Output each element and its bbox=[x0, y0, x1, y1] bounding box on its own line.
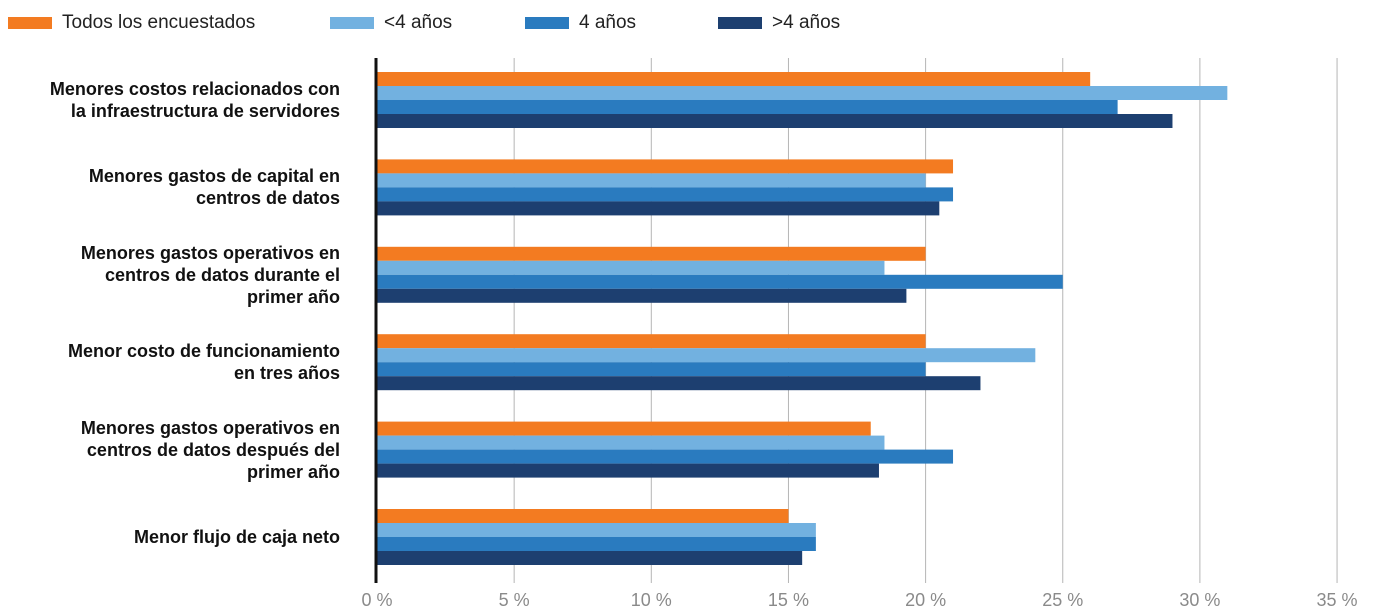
x-tick-label: 35 % bbox=[1316, 590, 1358, 610]
category-label: Menores gastos de capital en centros de d… bbox=[10, 165, 340, 209]
category-label: Menores costos relacionados con la infrae… bbox=[10, 78, 340, 122]
x-tick-label: 10 % bbox=[630, 590, 672, 610]
legend-label: <4 años bbox=[384, 12, 453, 33]
legend-swatch bbox=[718, 17, 762, 29]
bar bbox=[377, 201, 940, 216]
bar bbox=[377, 376, 981, 391]
legend-item-more-4: >4 años bbox=[718, 8, 840, 38]
category-label: Menor flujo de caja neto bbox=[10, 526, 340, 548]
category-label-line: Menor flujo de caja neto bbox=[133, 527, 340, 547]
category-label-line: Menores gastos operativos en bbox=[80, 417, 340, 438]
bar bbox=[377, 173, 926, 188]
x-tick-label: 25 % bbox=[1042, 590, 1084, 610]
bar bbox=[377, 435, 885, 450]
bar bbox=[377, 100, 1118, 114]
category-label-line: Menores costos relacionados con bbox=[49, 79, 340, 99]
category-label-line: Menor costo de funcionamiento bbox=[67, 341, 340, 362]
category-label: Menor costo de funcionamiento en tres año… bbox=[10, 340, 340, 384]
legend: Todos los encuestados <4 años 4 años >4 … bbox=[0, 8, 1375, 38]
legend-swatch bbox=[8, 17, 52, 29]
bar bbox=[377, 463, 879, 478]
legend-item-less-4: <4 años bbox=[330, 8, 452, 38]
legend-label: Todos los encuestados bbox=[62, 12, 256, 33]
category-label: Menores gastos operativos en centros de d… bbox=[10, 417, 340, 483]
bar bbox=[377, 551, 803, 565]
bar bbox=[377, 449, 954, 464]
bar bbox=[377, 72, 1091, 86]
category-label-line: centros de datos bbox=[195, 188, 340, 209]
legend-swatch bbox=[330, 17, 374, 29]
legend-item-todos: Todos los encuestados bbox=[8, 8, 255, 38]
bar bbox=[377, 362, 926, 377]
bar bbox=[377, 159, 954, 174]
legend-swatch bbox=[525, 17, 569, 29]
bar bbox=[377, 288, 907, 303]
bar bbox=[377, 509, 789, 523]
category-label-line: la infraestructura de servidores bbox=[70, 101, 340, 121]
category-label-line: en tres años bbox=[233, 363, 340, 384]
x-tick-label: 20 % bbox=[905, 590, 947, 610]
bar bbox=[377, 274, 1063, 289]
x-tick-label: 15 % bbox=[767, 590, 809, 610]
category-label-line: primer año bbox=[246, 286, 340, 307]
category-label-line: primer año bbox=[246, 461, 340, 482]
legend-item-4: 4 años bbox=[525, 8, 636, 38]
bar bbox=[377, 537, 816, 551]
bar bbox=[377, 260, 885, 275]
category-label-line: centros de datos después del bbox=[86, 439, 340, 460]
x-tick-label: 0 % bbox=[361, 590, 393, 610]
category-label-line: Menores gastos operativos en bbox=[80, 242, 340, 263]
x-tick-label: 30 % bbox=[1179, 590, 1221, 610]
x-tick-label: 5 % bbox=[498, 590, 530, 610]
bar bbox=[377, 114, 1173, 128]
category-label: Menores gastos operativos en centros de d… bbox=[10, 242, 340, 308]
category-label-line: centros de datos durante el bbox=[104, 264, 340, 285]
legend-label: >4 años bbox=[772, 12, 841, 33]
category-label-line: Menores gastos de capital en bbox=[88, 166, 340, 187]
bar bbox=[377, 246, 926, 261]
bar bbox=[377, 421, 871, 436]
bar bbox=[377, 187, 954, 202]
bar bbox=[377, 523, 816, 537]
bar bbox=[377, 348, 1036, 363]
bar bbox=[377, 334, 926, 349]
bar bbox=[377, 86, 1228, 100]
legend-label: 4 años bbox=[579, 12, 637, 33]
